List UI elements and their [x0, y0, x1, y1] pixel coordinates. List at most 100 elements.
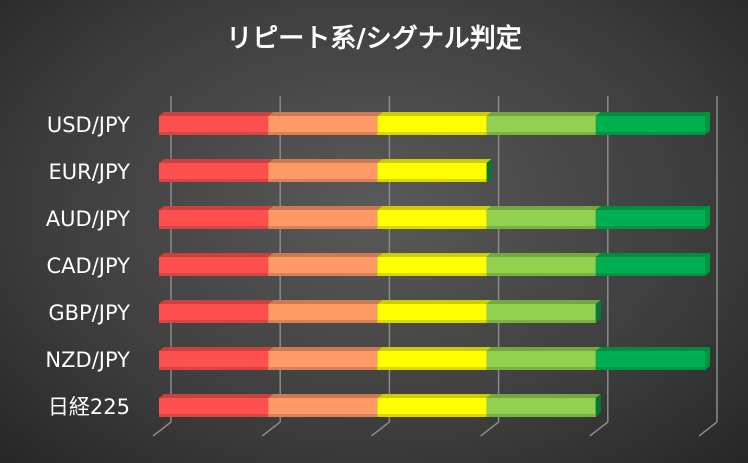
bar-segment-shadow	[159, 367, 269, 370]
bar-segment-top	[268, 206, 383, 210]
category-label: CAD/JPY	[47, 254, 131, 278]
bar-segment-top	[159, 394, 274, 398]
bar-segment-top	[268, 394, 383, 398]
category-label: EUR/JPY	[48, 160, 130, 184]
bar-segment	[595, 116, 705, 135]
bar-segment-top	[159, 300, 274, 304]
bar-segment-shadow	[486, 273, 596, 276]
bar-segment	[377, 398, 487, 417]
bar-segment-top	[268, 300, 383, 304]
bar-segment-shadow	[486, 132, 596, 135]
bar-segment-top	[595, 206, 710, 210]
bar-segment	[486, 257, 596, 276]
bar-segment-top	[268, 159, 383, 163]
bar-segment-shadow	[377, 226, 487, 229]
bar-segment-top	[486, 300, 601, 304]
bar-segment-shadow	[486, 320, 596, 323]
bar-segment-top	[595, 347, 710, 351]
bar-segment-top	[159, 112, 274, 116]
bar-segment	[486, 398, 596, 417]
bar-segment	[486, 210, 596, 229]
bar-segment-top	[486, 206, 601, 210]
bar-segment-shadow	[268, 414, 378, 417]
bar-segment-top	[159, 253, 274, 257]
bar-segment-shadow	[268, 226, 378, 229]
bar-segment-shadow	[159, 179, 269, 182]
gridline-floor	[480, 421, 500, 437]
bar-segment	[159, 398, 269, 417]
bar-segment-top	[595, 253, 710, 257]
bar-segment-shadow	[159, 132, 269, 135]
bar-segment-shadow	[595, 226, 705, 229]
bar-segment-shadow	[377, 179, 487, 182]
bar-segment	[159, 304, 269, 323]
bar-segment-shadow	[268, 320, 378, 323]
bar-segment	[595, 351, 705, 370]
bar-segment-top	[595, 112, 710, 116]
bar-segment-shadow	[377, 132, 487, 135]
bar-end-cap	[486, 159, 492, 182]
bar-segment-top	[377, 347, 492, 351]
bar-segment-shadow	[486, 367, 596, 370]
gridline-floor	[261, 421, 281, 437]
bar-segment	[595, 210, 705, 229]
bar-segment	[159, 210, 269, 229]
bar-end-cap	[705, 347, 710, 370]
bar-segment-top	[268, 347, 383, 351]
bar-segment-shadow	[377, 273, 487, 276]
bar-segment	[159, 116, 269, 135]
bar-segment-top	[486, 394, 601, 398]
bar-segment-top	[159, 159, 274, 163]
bar-segment	[268, 257, 378, 276]
bar-segment-top	[486, 112, 601, 116]
gridline-floor	[152, 421, 172, 437]
bar-segment-top	[486, 347, 601, 351]
bar-end-cap	[705, 206, 710, 229]
gridline-floor	[698, 421, 718, 437]
bar-segment-top	[486, 253, 601, 257]
bar-segment-shadow	[377, 367, 487, 370]
bar-segment-shadow	[268, 367, 378, 370]
chart-title: リピート系/シグナル判定	[226, 23, 522, 54]
bar-segment	[268, 398, 378, 417]
bar-segment	[486, 304, 596, 323]
bar-segment	[268, 210, 378, 229]
gridline-floor	[370, 421, 390, 437]
bar-segment	[377, 351, 487, 370]
bar-segment	[268, 116, 378, 135]
bar-segment-shadow	[159, 320, 269, 323]
bar-segment	[377, 116, 487, 135]
category-label: GBP/JPY	[48, 301, 130, 325]
bar-end-cap	[705, 253, 710, 276]
bar-segment	[159, 257, 269, 276]
bar-segment-top	[268, 112, 383, 116]
bar-segment-top	[377, 159, 492, 163]
bar-segment-shadow	[377, 414, 487, 417]
bar-segment	[268, 304, 378, 323]
bar-segment-top	[268, 253, 383, 257]
category-label: NZD/JPY	[45, 348, 130, 372]
bar-segment-top	[377, 112, 492, 116]
bar-segment-shadow	[268, 273, 378, 276]
bar-segment-top	[377, 253, 492, 257]
bar-segment	[377, 210, 487, 229]
bar-segment-shadow	[595, 367, 705, 370]
bar-segment	[268, 163, 378, 182]
bar-segment	[159, 163, 269, 182]
bar-segment-shadow	[486, 226, 596, 229]
bar-segment-top	[159, 347, 274, 351]
bar-segment-top	[159, 206, 274, 210]
category-label: 日経225	[48, 395, 130, 419]
bar-segment	[486, 351, 596, 370]
bar-segment	[486, 116, 596, 135]
bar-segment	[377, 304, 487, 323]
bar-segment	[595, 257, 705, 276]
category-label: USD/JPY	[47, 113, 130, 137]
gridline-floor	[589, 421, 609, 437]
bar-segment-shadow	[159, 226, 269, 229]
bar-segment-top	[377, 206, 492, 210]
bar-segment-shadow	[595, 132, 705, 135]
bar-segment	[268, 351, 378, 370]
bar-segment-shadow	[486, 414, 596, 417]
